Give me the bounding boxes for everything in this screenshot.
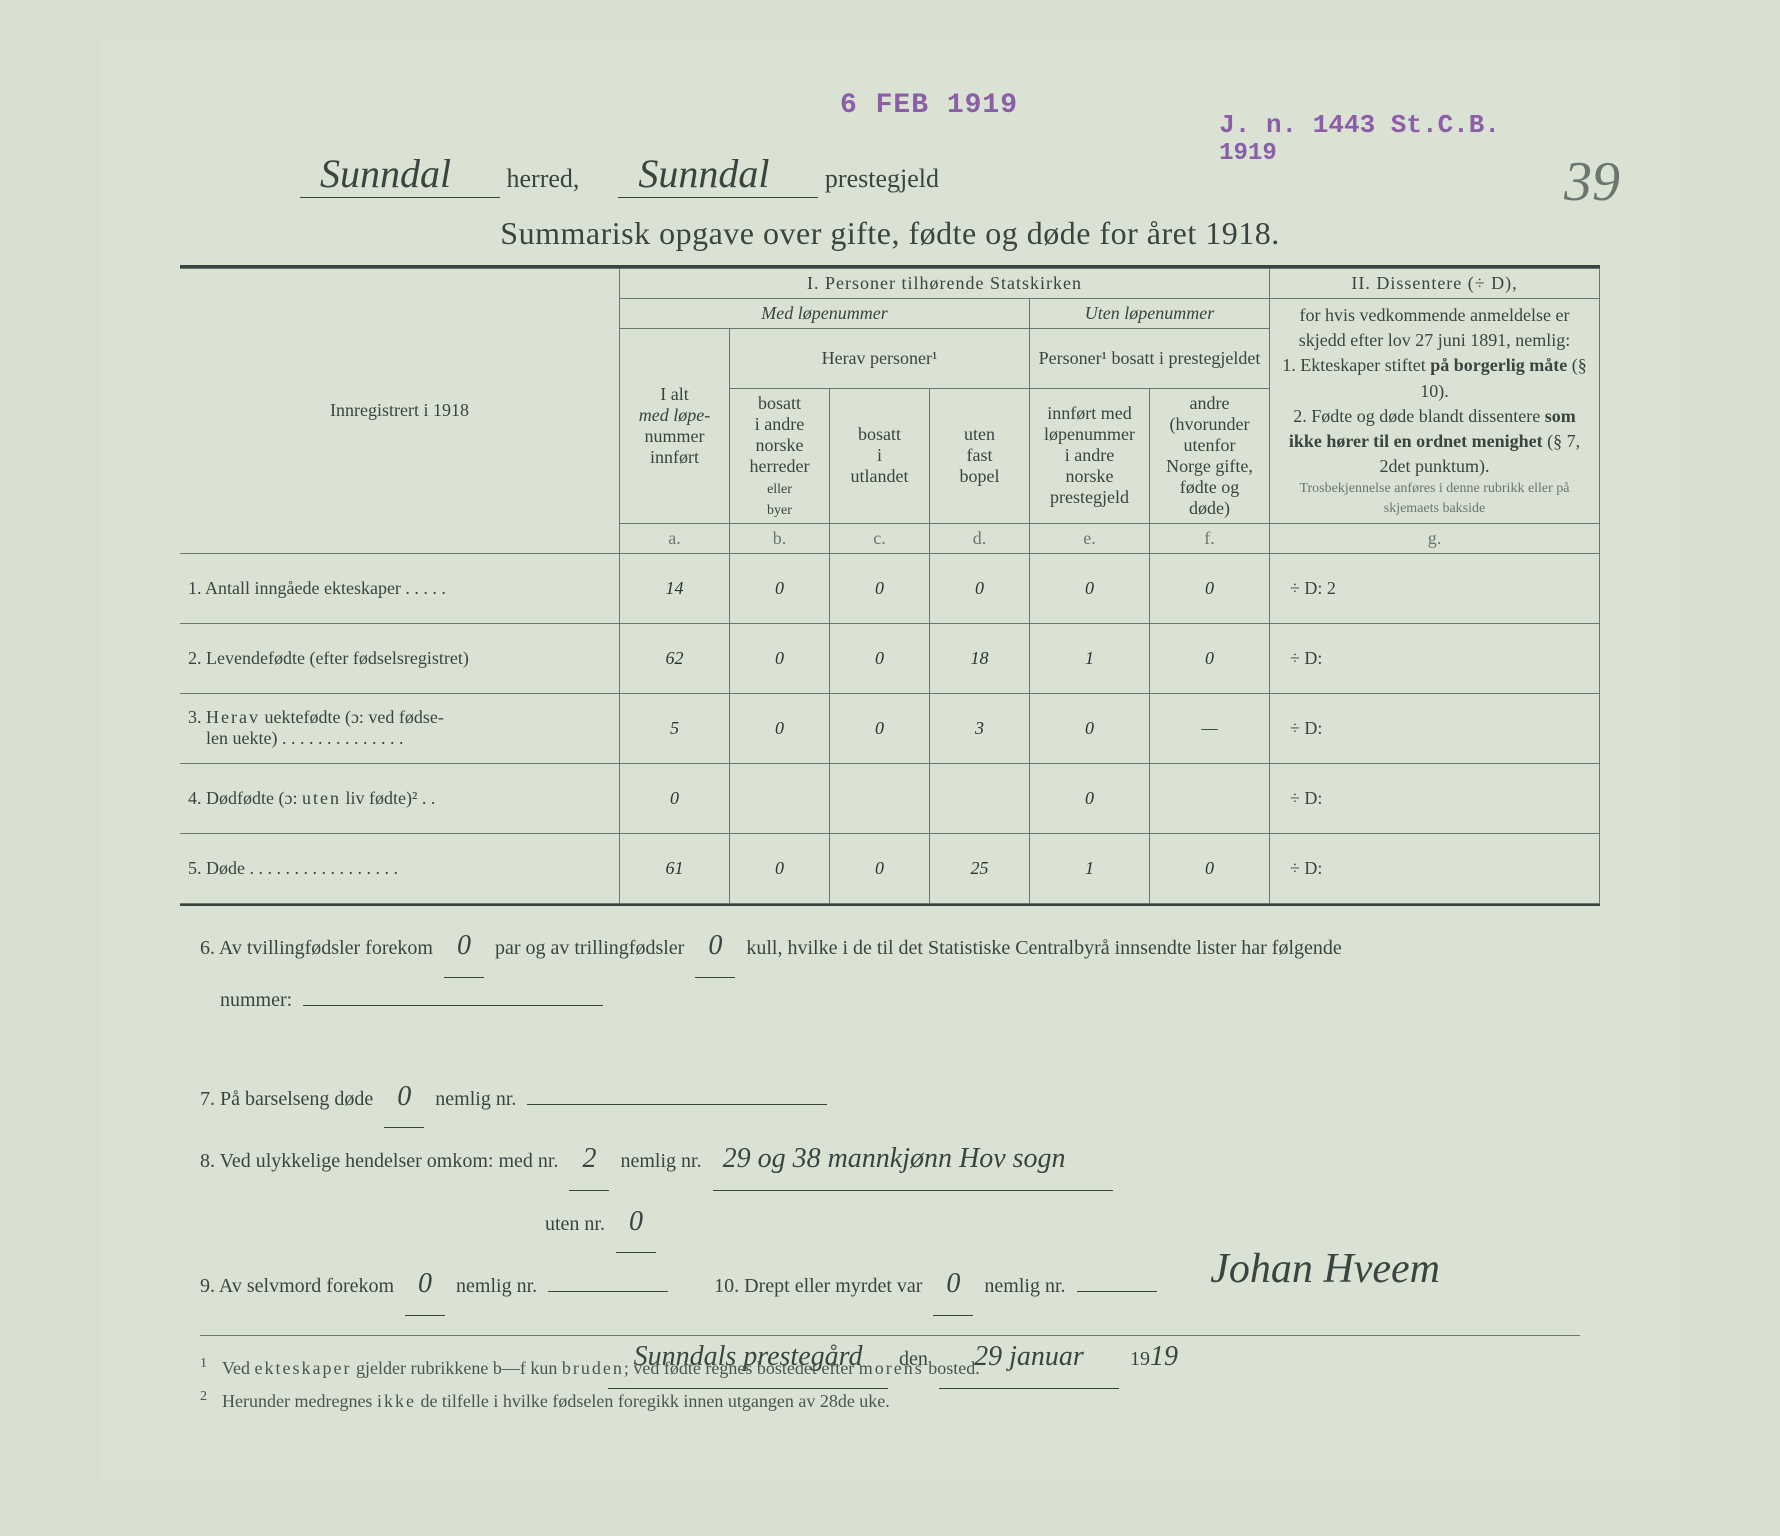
cell bbox=[930, 763, 1030, 833]
cell bbox=[1150, 763, 1270, 833]
cell: 18 bbox=[930, 623, 1030, 693]
header-line: Sunndal herred, Sunndal prestegjeld bbox=[300, 150, 1300, 198]
col-e-header: innført medløpenummeri andrenorskepreste… bbox=[1030, 388, 1150, 523]
letter-b: b. bbox=[730, 523, 830, 553]
document-title: Summarisk opgave over gifte, fødte og dø… bbox=[100, 215, 1680, 252]
dissenter-text: for hvis vedkommende anmeldelse er skjed… bbox=[1270, 299, 1600, 524]
herred-value: Sunndal bbox=[300, 150, 500, 198]
cell: 0 bbox=[730, 623, 830, 693]
cell: 25 bbox=[930, 833, 1030, 903]
cell: — bbox=[1150, 693, 1270, 763]
uten-lope-header: Uten løpenummer bbox=[1030, 299, 1270, 329]
prestegjeld-label: prestegjeld bbox=[825, 164, 939, 193]
question-8: 8. Ved ulykkelige hendelser omkom: med n… bbox=[200, 1128, 1580, 1253]
table-row: 1. Antall inngåede ekteskaper . . . . . … bbox=[180, 553, 1600, 623]
herred-label: herred, bbox=[507, 164, 580, 193]
letter-a: a. bbox=[620, 523, 730, 553]
stamp-date: 6 FEB 1919 bbox=[840, 90, 1018, 121]
row-label: 4. Dødfødte (ɔ: uten liv fødte)² . . bbox=[180, 763, 620, 833]
table-row: 3. Herav uektefødte (ɔ: ved fødse- len u… bbox=[180, 693, 1600, 763]
col-b-header: bosatti andrenorskeherrederellerbyer bbox=[730, 388, 830, 523]
footnote-1: 1Ved ekteskaper gjelder rubrikkene b—f k… bbox=[200, 1351, 1580, 1384]
cell: 62 bbox=[620, 623, 730, 693]
cell: 14 bbox=[620, 553, 730, 623]
cell: 0 bbox=[930, 553, 1030, 623]
col-f-header: andre(hvorunderutenforNorge gifte,fødte … bbox=[1150, 388, 1270, 523]
cell: 0 bbox=[830, 623, 930, 693]
question-7: 7. På barselseng døde 0 nemlig nr. bbox=[200, 1066, 1580, 1129]
row-label: 1. Antall inngåede ekteskaper . . . . . bbox=[180, 553, 620, 623]
cell: 0 bbox=[620, 763, 730, 833]
letter-d: d. bbox=[930, 523, 1030, 553]
cell: 0 bbox=[830, 833, 930, 903]
section-1-header: I. Personer tilhørende Statskirken bbox=[620, 269, 1270, 299]
col-a-header: I alt med løpe- nummer innført bbox=[620, 329, 730, 524]
letter-g: g. bbox=[1270, 523, 1600, 553]
questions-section: 6. Av tvillingfødsler forekom 0 par og a… bbox=[200, 915, 1580, 1389]
cell: ÷ D: 2 bbox=[1270, 553, 1600, 623]
main-table: Innregistrert i 1918 I. Personer tilhøre… bbox=[180, 265, 1600, 906]
row-label: 2. Levendefødte (efter fødselsregistret) bbox=[180, 623, 620, 693]
cell bbox=[830, 763, 930, 833]
med-lope-header: Med løpenummer bbox=[620, 299, 1030, 329]
cell: ÷ D: bbox=[1270, 833, 1600, 903]
cell: 0 bbox=[830, 553, 930, 623]
herav-header: Herav personer¹ bbox=[730, 329, 1030, 389]
cell: 0 bbox=[1150, 833, 1270, 903]
cell: 3 bbox=[930, 693, 1030, 763]
cell: 0 bbox=[1030, 553, 1150, 623]
table-row: 5. Døde . . . . . . . . . . . . . . . . … bbox=[180, 833, 1600, 903]
footnotes: 1Ved ekteskaper gjelder rubrikkene b—f k… bbox=[200, 1335, 1580, 1418]
cell: 1 bbox=[1030, 623, 1150, 693]
cell: 0 bbox=[730, 693, 830, 763]
cell: ÷ D: bbox=[1270, 763, 1600, 833]
question-6: 6. Av tvillingfødsler forekom 0 par og a… bbox=[200, 915, 1580, 1022]
cell bbox=[730, 763, 830, 833]
cell: 0 bbox=[730, 833, 830, 903]
left-header: Innregistrert i 1918 bbox=[180, 269, 620, 554]
document-page: 6 FEB 1919 J. n. 1443 St.C.B. 1919 39 Su… bbox=[100, 40, 1680, 1480]
cell: 61 bbox=[620, 833, 730, 903]
letter-c: c. bbox=[830, 523, 930, 553]
cell: ÷ D: bbox=[1270, 693, 1600, 763]
cell: 0 bbox=[830, 693, 930, 763]
col-d-header: utenfastbopel bbox=[930, 388, 1030, 523]
footnote-2: 2Herunder medregnes ikke de tilfelle i h… bbox=[200, 1384, 1580, 1417]
cell: 0 bbox=[1030, 693, 1150, 763]
col-c-header: bosattiutlandet bbox=[830, 388, 930, 523]
cell: 0 bbox=[730, 553, 830, 623]
cell: 5 bbox=[620, 693, 730, 763]
row-label: 5. Døde . . . . . . . . . . . . . . . . … bbox=[180, 833, 620, 903]
letter-e: e. bbox=[1030, 523, 1150, 553]
cell: 0 bbox=[1150, 623, 1270, 693]
cell: 0 bbox=[1030, 763, 1150, 833]
section-2-header: II. Dissentere (÷ D), bbox=[1270, 269, 1600, 299]
prestegjeld-value: Sunndal bbox=[618, 150, 818, 198]
stamp-ref-line1: J. n. 1443 St.C.B. bbox=[1219, 110, 1500, 140]
cell: ÷ D: bbox=[1270, 623, 1600, 693]
cell: 0 bbox=[1150, 553, 1270, 623]
page-number: 39 bbox=[1564, 150, 1620, 214]
table-row: 2. Levendefødte (efter fødselsregistret)… bbox=[180, 623, 1600, 693]
row-label: 3. Herav uektefødte (ɔ: ved fødse- len u… bbox=[180, 693, 620, 763]
signature: Johan Hveem bbox=[1210, 1245, 1440, 1293]
personer-bosatt-header: Personer¹ bosatt i prestegjeldet bbox=[1030, 329, 1270, 389]
table-row: 4. Dødfødte (ɔ: uten liv fødte)² . . 0 0… bbox=[180, 763, 1600, 833]
cell: 1 bbox=[1030, 833, 1150, 903]
letter-f: f. bbox=[1150, 523, 1270, 553]
